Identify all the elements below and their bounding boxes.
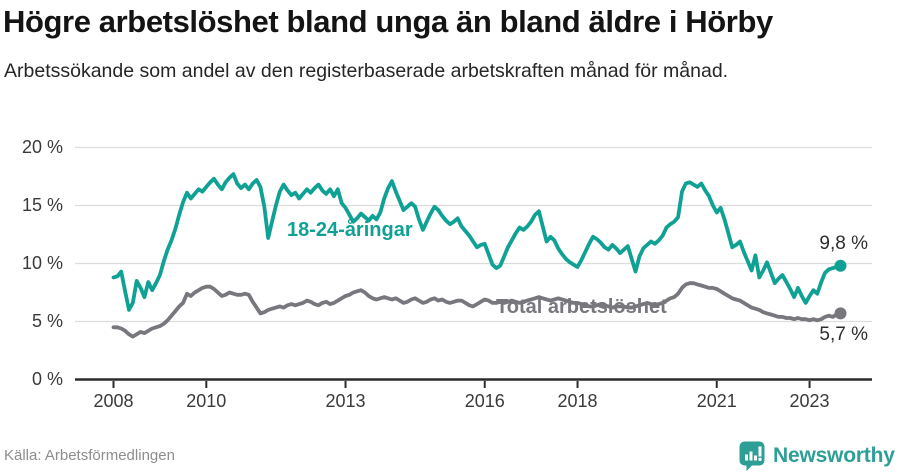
x-axis-tick-label: 2016 xyxy=(464,391,505,411)
x-axis-tick-label: 2021 xyxy=(696,391,737,411)
y-axis-tick-label: 15 % xyxy=(21,194,63,215)
chart-subtitle: Arbetssökande som andel av den registerb… xyxy=(4,60,729,82)
source-note: Källa: Arbetsförmedlingen xyxy=(4,447,175,464)
x-axis-tick-label: 2008 xyxy=(93,391,134,411)
end-value-label-total: 5,7 % xyxy=(819,324,868,345)
y-axis-tick-label: 10 % xyxy=(21,252,63,273)
end-value-label-youth: 9,8 % xyxy=(819,233,868,254)
x-axis-tick-label: 2013 xyxy=(325,391,366,411)
newsworthy-logo: Newsworthy xyxy=(738,440,895,472)
x-axis-tick-label: 2023 xyxy=(789,391,830,411)
y-axis-tick-label: 20 % xyxy=(21,136,63,157)
y-axis-tick-label: 5 % xyxy=(31,310,63,331)
series-label-total: Total arbetslöshet xyxy=(496,296,667,318)
chart-title: Högre arbetslöshet bland unga än bland ä… xyxy=(3,4,773,39)
x-axis-tick-label: 2010 xyxy=(186,391,227,411)
x-axis-tick-label: 2018 xyxy=(557,391,598,411)
chart-speech-bubble-icon xyxy=(738,440,766,472)
newsworthy-wordmark: Newsworthy xyxy=(773,444,895,467)
series-label-youth: 18-24-åringar xyxy=(287,219,413,241)
y-axis-tick-label: 0 % xyxy=(31,368,63,389)
